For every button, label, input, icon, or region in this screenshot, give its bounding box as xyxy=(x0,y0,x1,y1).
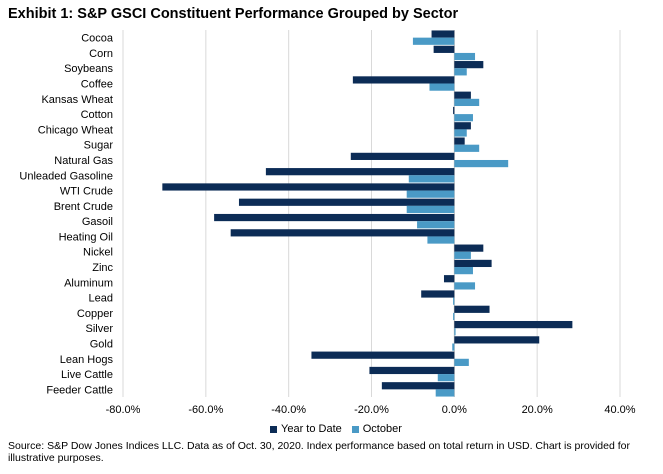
bar-year-to-date xyxy=(230,229,455,237)
bar-october xyxy=(435,389,455,397)
bar-year-to-date xyxy=(350,152,455,160)
category-label: Lead xyxy=(89,293,113,305)
legend: Year to Date October xyxy=(270,423,402,435)
bars-group xyxy=(162,30,573,397)
bar-year-to-date xyxy=(433,45,455,53)
x-tick-label: -20.0% xyxy=(354,404,389,416)
bar-october xyxy=(406,190,455,198)
bar-october xyxy=(454,144,480,152)
bar-year-to-date xyxy=(454,61,484,69)
bar-october xyxy=(454,98,480,107)
bar-year-to-date xyxy=(454,91,471,99)
bar-october xyxy=(454,68,467,76)
legend-item-october: October xyxy=(351,423,402,435)
legend-item-ytd: Year to Date xyxy=(270,423,342,435)
bar-year-to-date xyxy=(214,213,455,222)
bar-year-to-date xyxy=(162,183,455,191)
x-tick-label: -60.0% xyxy=(188,404,223,416)
bar-year-to-date xyxy=(265,168,455,176)
bar-year-to-date xyxy=(431,30,455,38)
category-label: Zinc xyxy=(92,262,113,274)
bar-year-to-date xyxy=(381,382,455,390)
bar-october xyxy=(454,129,467,137)
bar-october xyxy=(412,37,455,45)
bar-october xyxy=(417,221,455,229)
bar-year-to-date xyxy=(369,366,455,375)
category-label: Cocoa xyxy=(81,33,114,45)
category-label: Feeder Cattle xyxy=(46,384,113,396)
chart-title: Exhibit 1: S&P GSCI Constituent Performa… xyxy=(8,6,459,22)
bar-october xyxy=(454,52,476,61)
legend-swatch-ytd xyxy=(270,425,277,433)
category-label: Corn xyxy=(89,48,113,60)
bar-october xyxy=(454,282,476,290)
bar-october xyxy=(454,358,469,366)
category-label: Aluminum xyxy=(64,277,113,289)
category-label: Sugar xyxy=(84,140,114,152)
bar-october xyxy=(454,159,509,168)
bar-october xyxy=(454,328,456,336)
x-tick-label: 40.0% xyxy=(604,404,635,416)
bar-october xyxy=(427,236,455,244)
bar-october xyxy=(453,312,455,321)
bar-year-to-date xyxy=(443,275,455,283)
category-label: Soybeans xyxy=(64,63,113,75)
bar-year-to-date xyxy=(454,259,492,268)
legend-label-october: October xyxy=(362,423,402,435)
bar-year-to-date xyxy=(453,106,455,115)
category-label: Chicago Wheat xyxy=(38,124,113,136)
category-labels: Cocoa Corn Soybeans Coffee Kansas Wheat Cotto… xyxy=(19,33,113,397)
bar-october xyxy=(437,374,455,382)
bar-october xyxy=(453,297,455,305)
bar-october xyxy=(454,251,471,259)
x-tick-labels: -80.0% -60.0% -40.0% -20.0% 0.0% 20.0% 40.0% xyxy=(106,404,636,416)
bar-october xyxy=(408,175,455,183)
bar-october xyxy=(454,267,473,275)
category-label: Gold xyxy=(90,338,113,350)
x-tick-label: 0.0% xyxy=(442,404,467,416)
category-label: Unleaded Gasoline xyxy=(19,170,113,182)
bar-year-to-date xyxy=(311,351,455,359)
category-label: Lean Hogs xyxy=(60,354,114,366)
category-label: Brent Crude xyxy=(54,201,113,213)
category-label: WTI Crude xyxy=(60,186,113,198)
bar-october xyxy=(429,83,455,91)
bar-year-to-date xyxy=(454,336,540,344)
x-tick-label: 20.0% xyxy=(522,404,553,416)
category-label: Live Cattle xyxy=(61,369,113,381)
bar-year-to-date xyxy=(421,290,455,298)
category-label: Nickel xyxy=(83,247,113,259)
bar-october xyxy=(406,205,455,214)
bar-year-to-date xyxy=(352,76,455,84)
bar-year-to-date xyxy=(238,198,455,206)
legend-label-ytd: Year to Date xyxy=(281,423,342,435)
category-label: Natural Gas xyxy=(54,155,113,167)
x-tick-label: -40.0% xyxy=(271,404,306,416)
bar-year-to-date xyxy=(454,320,573,329)
category-label: Silver xyxy=(85,323,113,335)
source-note: Source: S&P Dow Jones Indices LLC. Data … xyxy=(8,440,630,464)
bar-year-to-date xyxy=(454,305,490,313)
bar-year-to-date xyxy=(454,137,465,145)
bar-october xyxy=(452,343,455,351)
legend-swatch-october xyxy=(351,425,359,433)
category-label: Heating Oil xyxy=(59,231,113,243)
x-tick-label: -80.0% xyxy=(106,404,141,416)
category-label: Cotton xyxy=(81,109,113,121)
category-label: Coffee xyxy=(81,79,113,91)
category-label: Gasoil xyxy=(82,216,113,228)
bar-october xyxy=(454,114,473,122)
bar-year-to-date xyxy=(454,122,471,130)
category-label: Kansas Wheat xyxy=(41,94,113,106)
category-label: Copper xyxy=(77,308,113,320)
bar-year-to-date xyxy=(454,244,484,252)
gridlines xyxy=(122,30,621,397)
